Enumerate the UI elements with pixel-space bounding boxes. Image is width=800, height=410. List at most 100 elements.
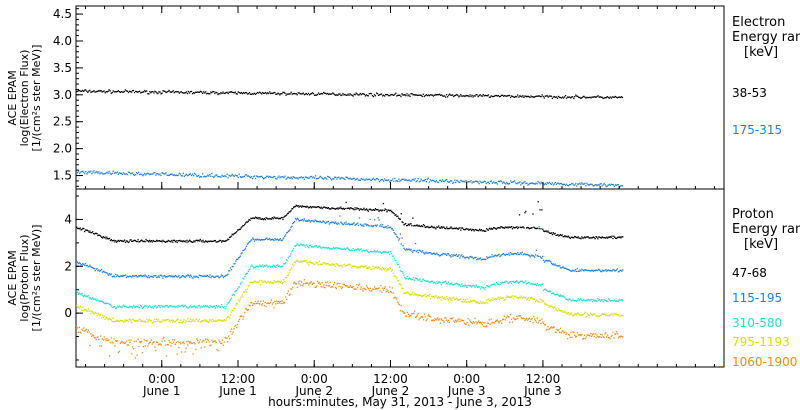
proton-point xyxy=(575,336,577,338)
proton-point xyxy=(317,280,319,283)
proton-point xyxy=(456,283,458,285)
electron-point xyxy=(593,185,595,187)
proton-point xyxy=(575,314,578,316)
electron-point xyxy=(473,181,475,183)
proton-point xyxy=(610,236,612,239)
proton-point xyxy=(501,297,503,299)
proton-point xyxy=(587,314,589,316)
proton-point xyxy=(495,228,498,230)
proton-point xyxy=(554,331,556,333)
electron-point xyxy=(475,93,477,96)
electron-point xyxy=(616,184,619,186)
proton-point xyxy=(454,298,457,300)
electron-point xyxy=(245,174,248,176)
proton-point xyxy=(339,265,341,267)
electron-point xyxy=(304,176,306,178)
proton-point xyxy=(116,320,119,322)
proton-point xyxy=(277,280,279,282)
proton-point xyxy=(170,345,172,347)
proton-point xyxy=(477,286,479,288)
proton-point xyxy=(227,316,229,318)
proton-point xyxy=(351,223,353,226)
proton-point xyxy=(602,336,604,338)
electron-point xyxy=(231,173,233,175)
proton-point xyxy=(293,222,295,224)
proton-point xyxy=(262,266,265,268)
proton-point xyxy=(221,274,223,276)
proton-point xyxy=(364,265,366,268)
proton-point xyxy=(235,260,237,262)
proton-point xyxy=(552,307,554,309)
proton-point xyxy=(245,272,248,275)
electron-point xyxy=(133,174,136,176)
proton-point xyxy=(104,303,106,305)
electron-point xyxy=(374,95,377,97)
proton-point xyxy=(544,288,546,290)
proton-point xyxy=(112,240,114,242)
electron-point xyxy=(223,92,225,94)
proton-point xyxy=(465,323,467,325)
electron-point xyxy=(250,176,253,178)
proton-point xyxy=(583,299,585,301)
electron-point xyxy=(254,93,257,95)
proton-point xyxy=(572,237,574,239)
electron-point xyxy=(87,91,89,93)
proton-point xyxy=(129,305,131,307)
proton-point xyxy=(595,269,597,271)
proton-point xyxy=(232,266,234,268)
proton-point xyxy=(346,285,348,287)
proton-point xyxy=(155,321,157,323)
proton-point xyxy=(433,320,435,322)
proton-point xyxy=(504,298,506,301)
electron-point xyxy=(563,96,566,98)
proton-point xyxy=(125,319,128,321)
proton-point xyxy=(149,241,152,243)
proton-point xyxy=(153,321,155,323)
proton-point xyxy=(229,270,231,272)
proton-point xyxy=(140,320,142,323)
proton-point xyxy=(374,208,377,210)
proton-point xyxy=(419,249,421,252)
electron-point xyxy=(140,173,142,175)
electron-point xyxy=(525,182,527,185)
electron-point xyxy=(532,183,534,185)
electron-point xyxy=(278,93,280,95)
proton-point xyxy=(382,202,385,205)
electron-point xyxy=(90,170,92,172)
proton-point xyxy=(330,248,332,250)
proton-point xyxy=(200,305,202,307)
electron-point xyxy=(189,91,192,93)
proton-point xyxy=(494,320,497,322)
electron-point xyxy=(179,91,181,93)
proton-point xyxy=(508,282,510,284)
proton-point xyxy=(570,331,572,333)
proton-point xyxy=(82,227,84,229)
electron-point xyxy=(576,185,578,187)
proton-point xyxy=(359,248,361,251)
proton-point xyxy=(171,342,173,344)
proton-point xyxy=(163,275,165,277)
electron-point xyxy=(545,95,547,97)
proton-point xyxy=(244,311,246,314)
electron-point xyxy=(275,177,277,180)
proton-point xyxy=(600,271,603,273)
proton-point xyxy=(534,254,537,256)
electron-point xyxy=(614,184,616,186)
proton-point xyxy=(369,267,371,269)
electron-point xyxy=(306,93,308,96)
proton-point xyxy=(430,297,432,300)
proton-point xyxy=(466,286,468,288)
proton-point xyxy=(127,241,129,244)
proton-point xyxy=(461,319,463,321)
proton-point xyxy=(502,297,505,299)
proton-point xyxy=(474,256,476,259)
electron-point xyxy=(598,96,600,98)
electron-point xyxy=(448,181,450,183)
proton-point xyxy=(571,314,573,316)
electron-point xyxy=(137,173,139,175)
proton-point xyxy=(336,223,338,225)
proton-point xyxy=(503,315,506,317)
proton-point xyxy=(197,342,200,344)
proton-point xyxy=(474,229,476,231)
electron-point xyxy=(221,92,223,95)
